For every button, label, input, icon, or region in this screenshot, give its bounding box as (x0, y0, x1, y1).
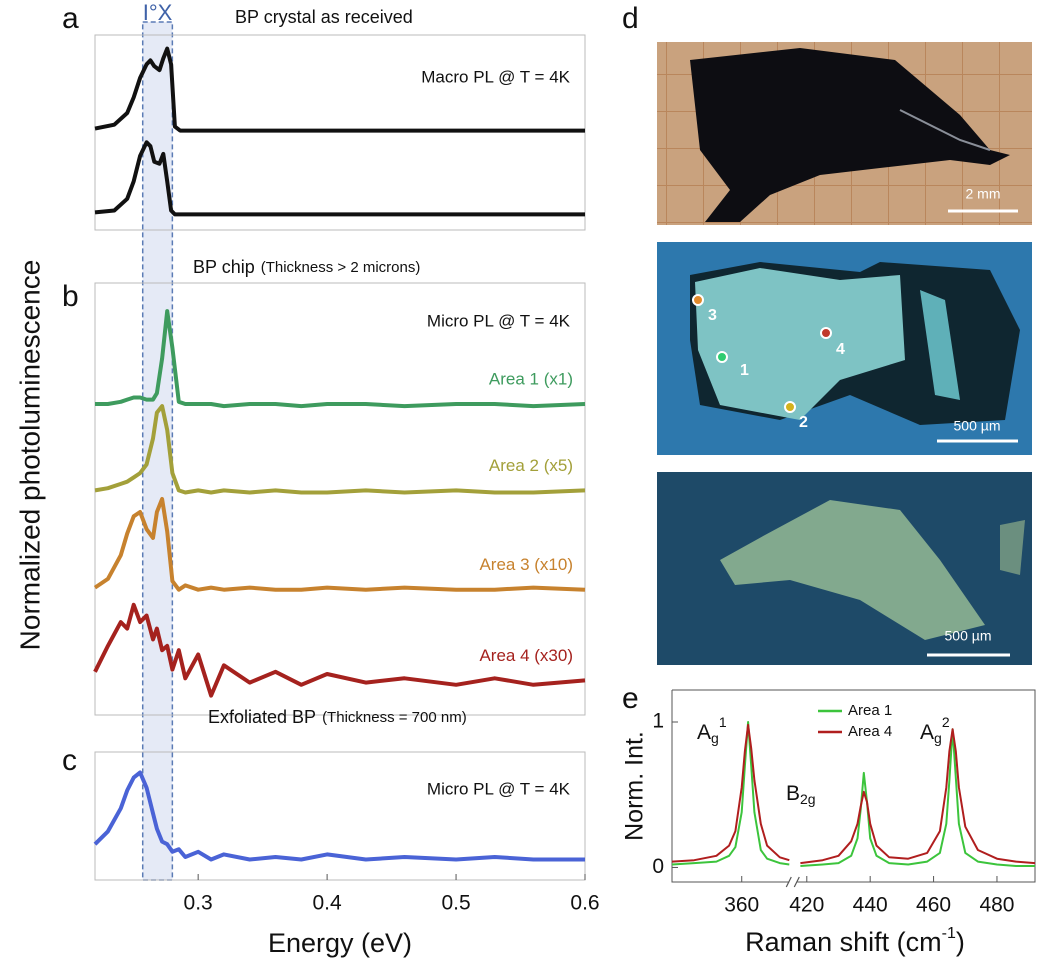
spectrum-line (671, 721, 1035, 867)
peak-label: B2g (786, 782, 816, 807)
label-tail: ) (956, 927, 965, 957)
axis-break (785, 876, 800, 888)
spot-label: 1 (740, 362, 749, 379)
peak-symbol: A (920, 721, 934, 744)
spectrum-line (671, 723, 1036, 865)
x-axis-label: Raman shift (cm-1) (745, 925, 965, 957)
spectrum-line (94, 46, 585, 133)
x-tick-label: 0.4 (313, 892, 343, 915)
legend-label: Area 4 (848, 723, 892, 740)
title: Exfoliated BP (208, 707, 316, 727)
y-axis-label: Norm. Int. (621, 731, 649, 841)
peak-label: Ag1 (697, 714, 727, 746)
subtitle: (Thickness = 700 nm) (322, 709, 467, 726)
photo-chip: 1 2 3 4 500 µm (657, 242, 1032, 455)
annotation: Micro PL @ T = 4K (427, 779, 571, 798)
x-tick-label: 0.5 (441, 892, 470, 915)
panel-letter: a (62, 2, 79, 35)
axis-frame (94, 282, 586, 716)
band-label: I°X (143, 0, 173, 25)
legend-label: Area 1 (848, 702, 892, 719)
x-tick-label: 440 (853, 894, 888, 917)
y-tick-label: 0 (652, 855, 664, 878)
x-tick-label: 0.6 (570, 892, 599, 915)
panel-title: Exfoliated BP (Thickness = 700 nm) (208, 707, 467, 727)
peak-sup: 1 (719, 714, 727, 730)
peak-label: Ag2 (920, 714, 950, 746)
peak-sub: g (934, 730, 942, 746)
series-label: Area 2 (x5) (489, 456, 573, 475)
photo-crystal: 2 mm (657, 42, 1032, 225)
y-tick-label: 1 (652, 710, 664, 733)
peak-sub: g (711, 730, 719, 746)
panel-letter: e (622, 682, 639, 715)
series-label: Area 3 (x10) (479, 555, 573, 574)
series-label: Area 4 (x30) (479, 646, 573, 665)
panel-letter: d (622, 2, 639, 35)
spot-label: 4 (836, 341, 845, 358)
panel-letter: b (62, 280, 79, 313)
peak-sub: 2g (800, 791, 816, 807)
spectrum-line (93, 770, 585, 862)
peak-symbol: A (697, 721, 711, 744)
scale-label: 500 µm (954, 418, 1001, 434)
scale-label: 500 µm (945, 628, 992, 644)
x-tick-label: 460 (916, 894, 951, 917)
axis-frame (671, 689, 1036, 883)
panel-letter: c (62, 744, 77, 777)
panel-title: BP chip (Thickness > 2 microns) (193, 257, 420, 277)
scale-label: 2 mm (966, 186, 1001, 202)
x-tick-label: 420 (789, 894, 824, 917)
label: Raman shift (cm (745, 927, 942, 957)
title: BP crystal as received (235, 7, 413, 27)
spot-label: 3 (708, 307, 717, 324)
spectrum-line (95, 309, 586, 409)
spectrum-line (94, 140, 585, 217)
peak-symbol: B (786, 782, 800, 805)
x-axis-label: Energy (eV) (268, 928, 412, 958)
axis-frame (94, 751, 586, 881)
spot-label: 2 (799, 414, 808, 431)
spectrum-line (93, 497, 586, 592)
y-axis-label: Normalized photoluminescence (14, 260, 45, 651)
x-tick-label: 480 (979, 894, 1014, 917)
spectrum-line (94, 404, 586, 495)
label-sup: -1 (942, 925, 956, 942)
spectrum-line (93, 602, 586, 698)
title: BP chip (193, 257, 255, 277)
photo-flake: 500 µm (657, 472, 1032, 665)
annotation: Macro PL @ T = 4K (421, 67, 570, 86)
subtitle: (Thickness > 2 microns) (261, 259, 421, 276)
peak-sup: 2 (942, 714, 950, 730)
annotation: Micro PL @ T = 4K (427, 311, 571, 330)
x-tick-label: 0.3 (184, 892, 213, 915)
series-label: Area 1 (x1) (489, 369, 573, 388)
x-tick-label: 360 (724, 894, 759, 917)
panel-title: BP crystal as received (235, 7, 413, 27)
